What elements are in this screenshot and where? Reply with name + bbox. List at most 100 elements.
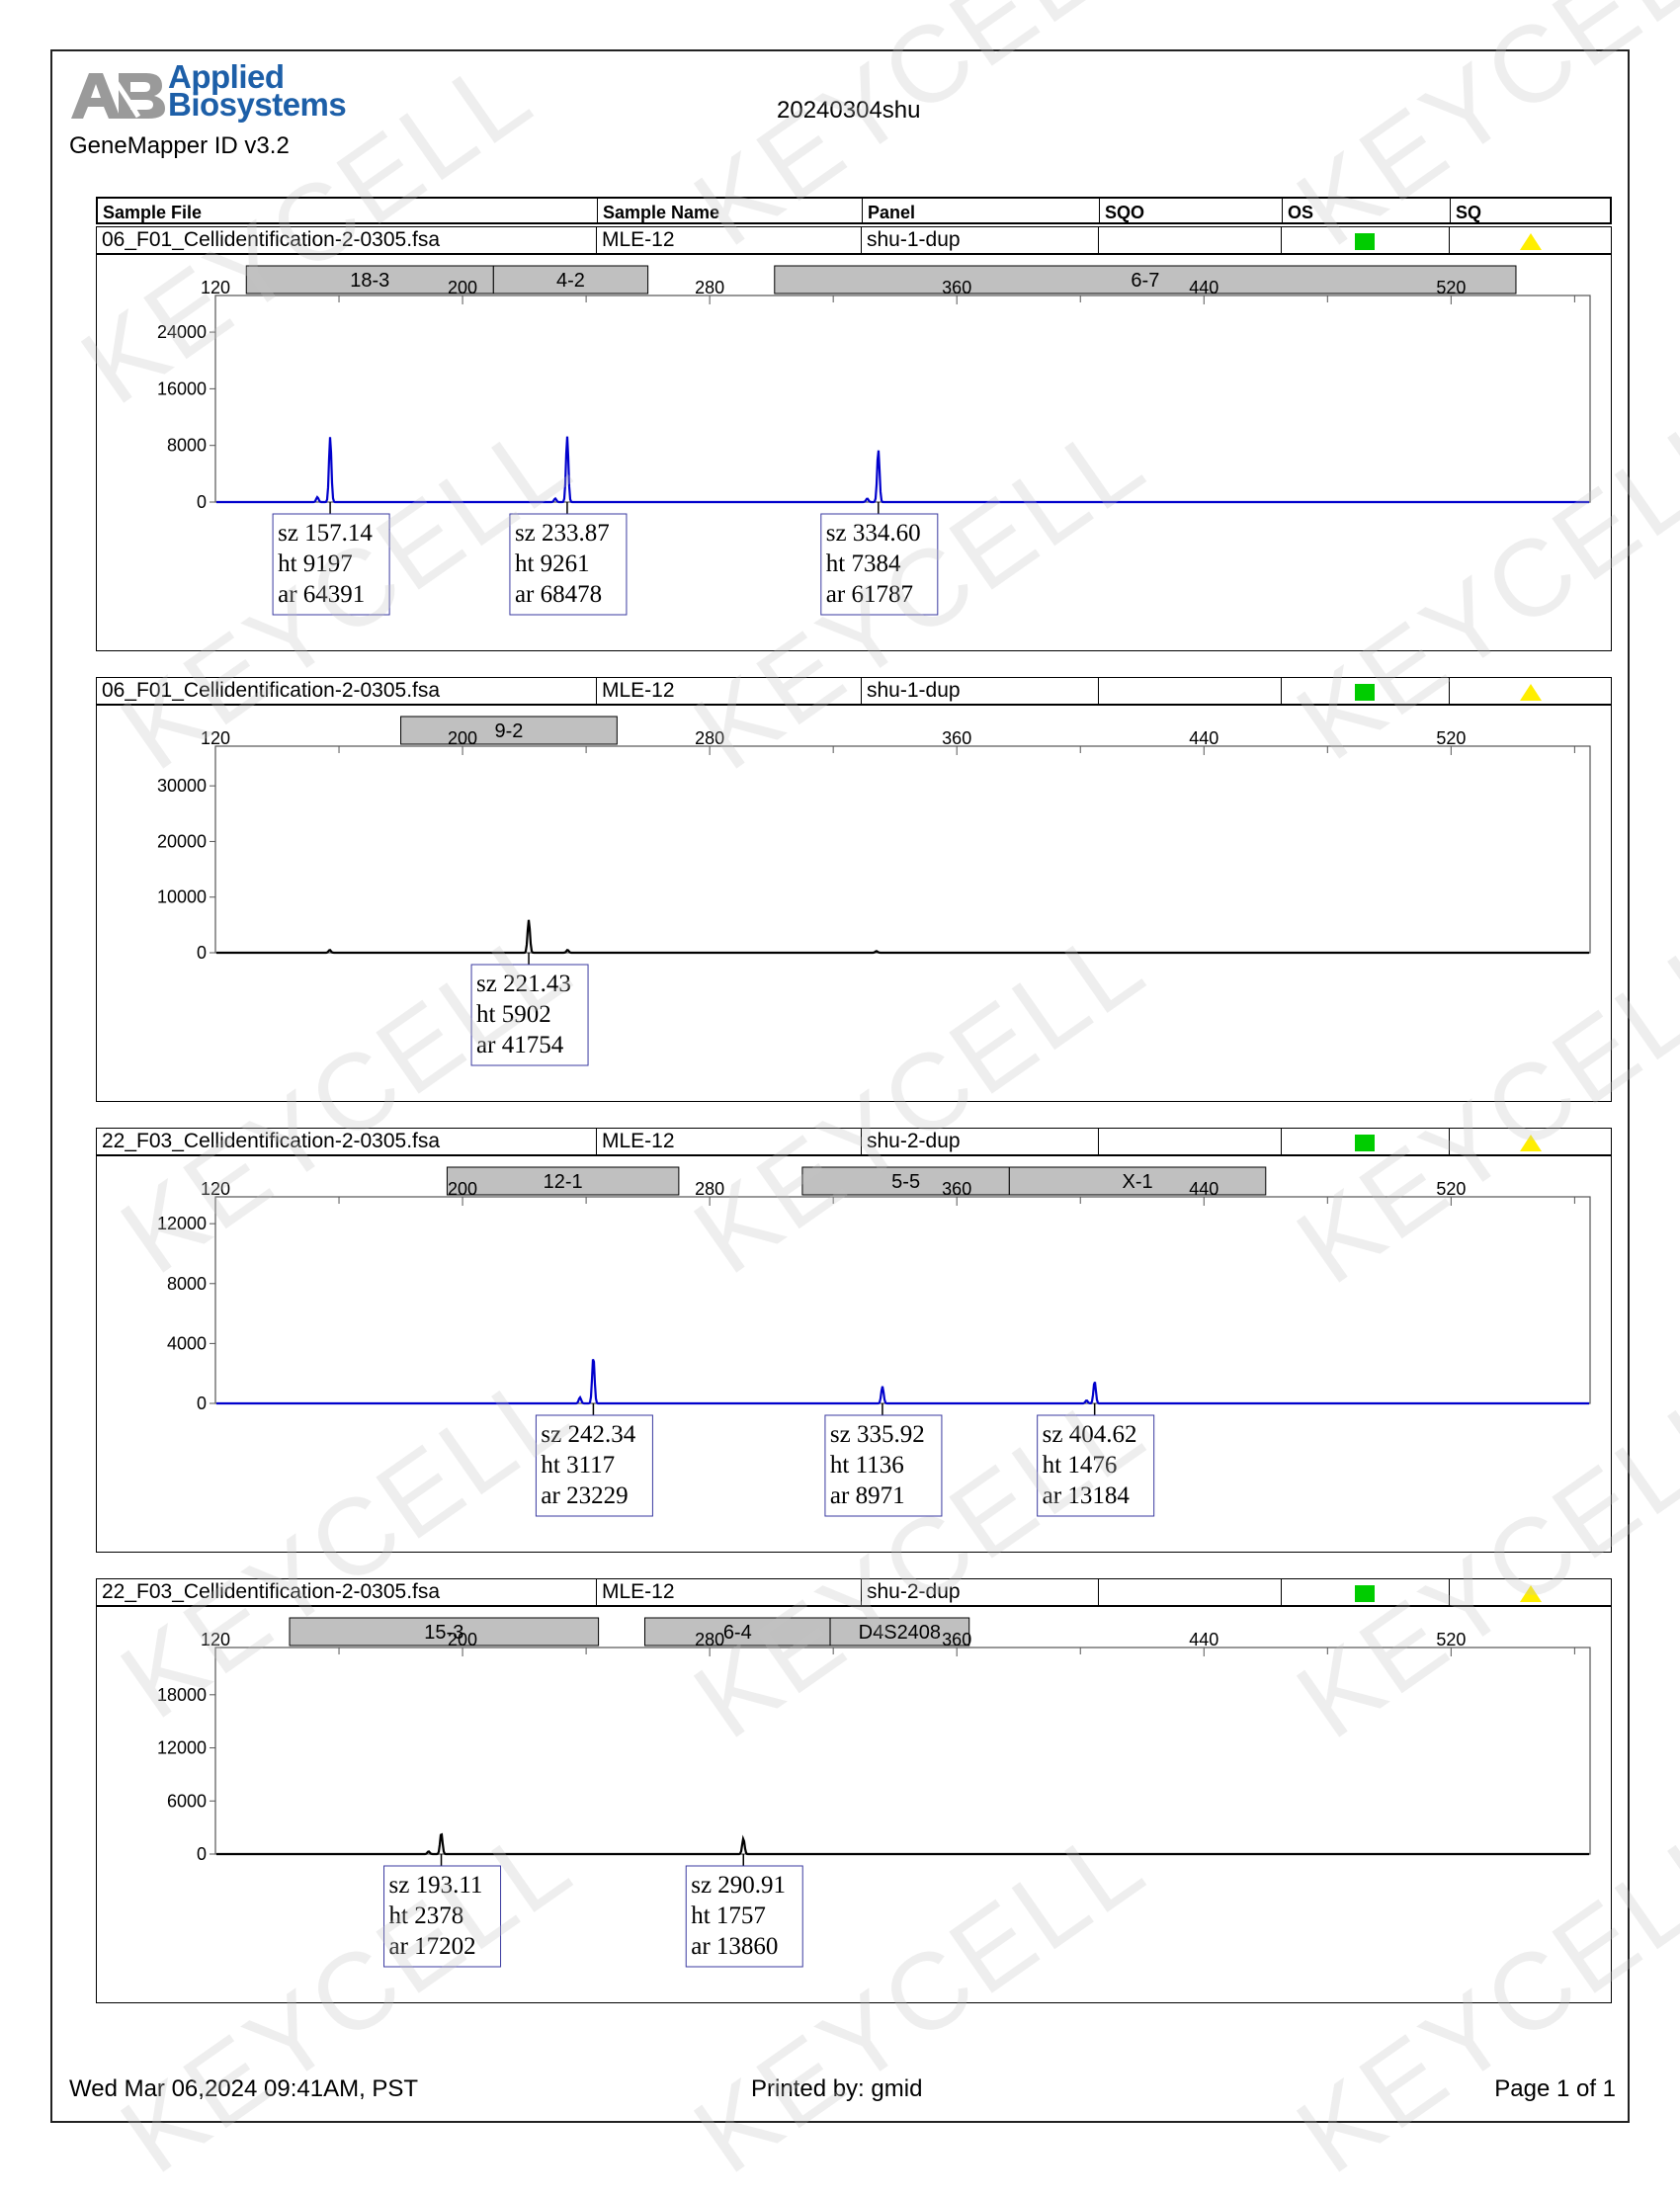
y-tick-label: 12000 [157,1214,207,1233]
sample-name-cell: MLE-12 [596,1129,861,1154]
peak-label-ar: ar 8971 [830,1482,905,1509]
allele-bin [774,265,1517,295]
y-tick-label: 24000 [157,322,207,342]
sq-cell [1449,1129,1610,1154]
x-tick-label: 360 [942,1630,971,1649]
app-version: GeneMapper ID v3.2 [69,132,290,159]
sqo-cell [1098,227,1281,253]
allele-bin [801,1166,1010,1196]
os-quality-green-square-icon [1355,1135,1375,1151]
peak-label-box [824,1414,943,1517]
peak-label-box [1037,1414,1155,1517]
y-tick-label: 6000 [167,1791,207,1811]
panel-cell: shu-2-dup [861,1579,1098,1605]
allele-bin-label: 6-7 [1131,270,1159,292]
sample-file-cell: 06_F01_Cellidentification-2-0305.fsa [102,679,441,702]
peak-label-ht: ht 9261 [515,550,590,577]
brand-line-2: Biosystems [168,86,347,123]
header-sqo: SQO [1099,199,1282,224]
sq-quality-yellow-triangle-icon [1520,1585,1542,1602]
brand-text: Applied Biosystems [168,60,347,123]
printed-by: Printed by: gmid [751,2075,923,2102]
plot-area [214,295,1591,503]
print-date: Wed Mar 06,2024 09:41AM, PST [69,2075,419,2102]
plot-area [214,745,1591,954]
y-tick-label: 18000 [157,1685,207,1705]
sqo-cell [1098,1129,1281,1154]
x-tick-label: 360 [942,278,971,297]
peak-label-sz: sz 290.91 [691,1872,786,1899]
panel-cell: shu-1-dup [861,227,1098,253]
report-title: 20240304shu [777,97,921,124]
allele-bin-label: 5-5 [891,1171,920,1193]
peak-label-ar: ar 13184 [1043,1482,1131,1509]
allele-bin-label: 12-1 [544,1171,583,1193]
sqo-cell [1098,1579,1281,1605]
y-tick-label: 20000 [157,831,207,851]
x-tick-label: 360 [942,1179,971,1199]
x-tick-label: 120 [201,728,230,748]
allele-bin [492,265,649,295]
peak-label-ar: ar 64391 [278,581,365,608]
allele-bin-label: 6-4 [723,1622,752,1644]
peak-label-sz: sz 157.14 [278,520,373,547]
peak-label-sz: sz 335.92 [830,1421,925,1448]
allele-bin-label: 9-2 [495,720,524,742]
sample-row: 06_F01_Cellidentification-2-0305.fsa MLE-… [97,227,1611,255]
os-cell [1281,678,1449,704]
x-tick-label: 200 [448,1630,477,1649]
os-cell [1281,1579,1449,1605]
peak-label-ar: ar 61787 [826,581,913,608]
panel-cell: shu-2-dup [861,1129,1098,1154]
y-tick-label: 0 [197,1844,207,1864]
peak-label-sz: sz 242.34 [541,1421,635,1448]
y-tick-label: 30000 [157,776,207,796]
x-tick-label: 200 [448,1179,477,1199]
signal-trace [216,436,1589,504]
page-number: Page 1 of 1 [1494,2075,1616,2102]
electropherogram-panel: 06_F01_Cellidentification-2-0305.fsa MLE-… [96,677,1612,1102]
allele-bin [446,1166,680,1196]
allele-bin-label: 4-2 [556,270,585,292]
plot-area [214,1647,1591,1855]
x-tick-label: 280 [695,1179,724,1199]
allele-bin [829,1617,970,1647]
sq-cell [1449,227,1610,253]
electropherogram-chart: 12-1 5-5 X-1 120 200 280 360 440 520 0 4000 8000 120… [157,1166,1591,1517]
peak-label-ht: ht 1136 [830,1452,904,1479]
peak-label-box [509,513,628,616]
peak-label-ar: ar 17202 [389,1933,476,1960]
peak-label-box [470,964,589,1066]
sq-cell [1449,1579,1610,1605]
peak-label-ht: ht 7384 [826,550,901,577]
sample-row: 22_F03_Cellidentification-2-0305.fsa MLE-… [97,1129,1611,1156]
y-tick-label: 16000 [157,379,207,398]
os-quality-green-square-icon [1355,233,1375,250]
y-tick-label: 4000 [167,1333,207,1353]
sq-quality-yellow-triangle-icon [1520,233,1542,250]
peak-label-ht: ht 2378 [389,1902,464,1929]
sq-quality-yellow-triangle-icon [1520,684,1542,701]
peak-label-box [685,1865,803,1968]
sample-name-cell: MLE-12 [596,227,861,253]
peak-label-box [383,1865,502,1968]
sample-file-cell: 06_F01_Cellidentification-2-0305.fsa [102,228,441,251]
x-tick-label: 280 [695,278,724,297]
peak-label-sz: sz 334.60 [826,520,921,547]
peak-label-box [820,513,939,616]
peak-label-box [535,1414,653,1517]
x-tick-label: 440 [1189,1630,1218,1649]
peak-label-ht: ht 5902 [476,1001,551,1028]
electropherogram-chart: 15-3 6-4 D4S2408 120 200 280 360 440 520 0 6000 120… [157,1617,1591,1968]
sample-name-cell: MLE-12 [596,678,861,704]
peak-label-ar: ar 68478 [515,581,602,608]
peak-label-ht: ht 9197 [278,550,353,577]
os-quality-green-square-icon [1355,1585,1375,1602]
x-tick-label: 440 [1189,1179,1218,1199]
peak-label-sz: sz 193.11 [389,1872,483,1899]
electropherogram-chart: 18-3 4-2 6-7 120 200 280 360 440 520 0 8000 16000 24… [157,265,1591,616]
signal-trace [216,919,1589,955]
x-tick-label: 360 [942,728,971,748]
x-tick-label: 520 [1436,1630,1466,1649]
y-tick-label: 0 [197,1394,207,1413]
